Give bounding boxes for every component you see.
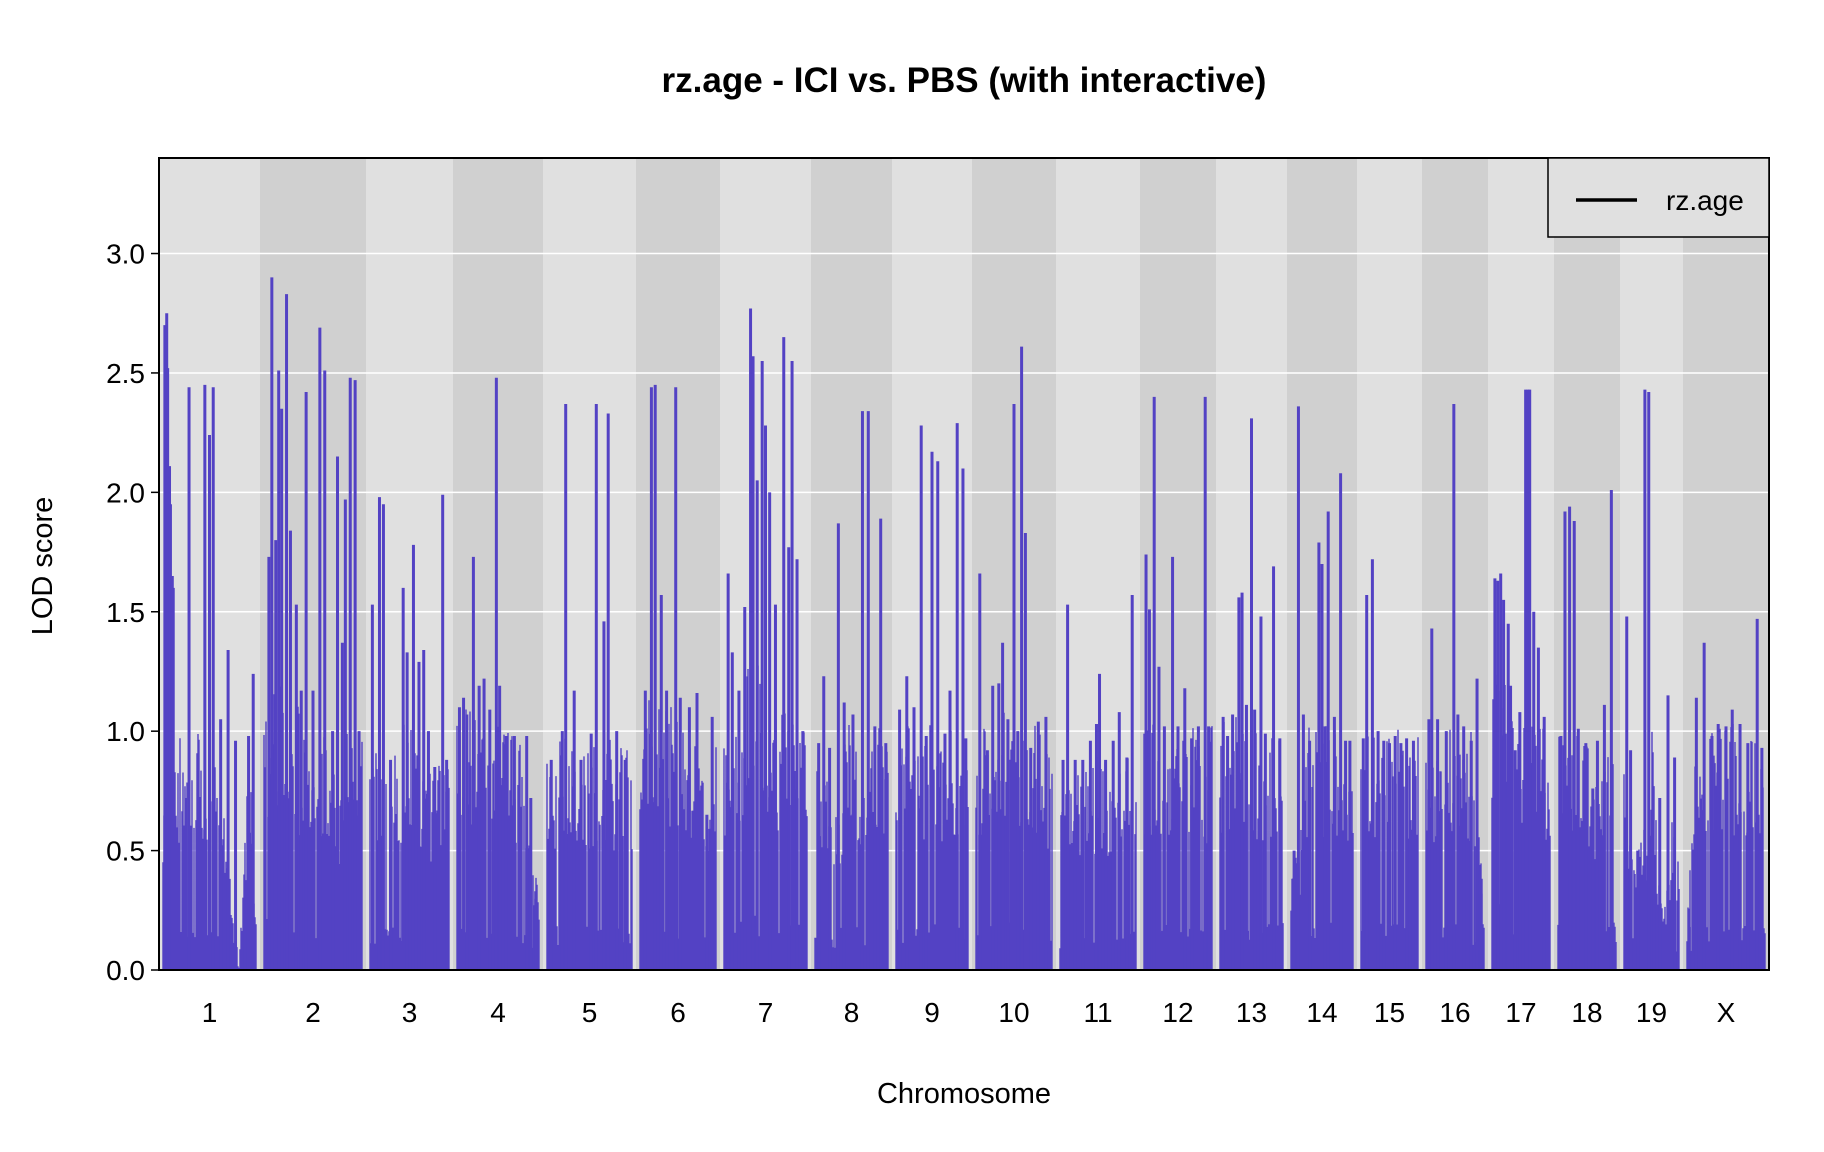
x-tick-label: 11: [1083, 997, 1112, 1028]
x-tick-label: 17: [1505, 997, 1536, 1028]
x-axis: 1 2 3 4 5 6 7 8 9 10 11 12 13 14 15 16 17 18 19 X: [202, 997, 1736, 1028]
x-tick-label: 10: [998, 997, 1029, 1028]
x-tick-label: 4: [490, 997, 506, 1028]
x-tick-label: 6: [670, 997, 686, 1028]
y-tick-label: 2.0: [106, 477, 145, 508]
x-tick-label: 9: [924, 997, 940, 1028]
x-tick-label: 18: [1571, 997, 1602, 1028]
x-tick-label: 16: [1439, 997, 1470, 1028]
legend: rz.age: [1547, 157, 1770, 238]
x-tick-label: X: [1717, 997, 1736, 1028]
x-axis-title: Chromosome: [877, 1078, 1051, 1110]
lod-series: [162, 277, 1766, 970]
y-tick-label: 3.0: [106, 239, 145, 270]
y-axis-title: LOD score: [27, 497, 59, 636]
x-tick-label: 7: [758, 997, 774, 1028]
y-tick-label: 1.5: [106, 597, 145, 628]
x-tick-label: 15: [1374, 997, 1405, 1028]
x-tick-label: 5: [582, 997, 598, 1028]
legend-box: [1547, 157, 1770, 238]
x-tick-label: 13: [1236, 997, 1267, 1028]
y-tick-label: 2.5: [106, 358, 145, 389]
plot-frame: [158, 157, 1770, 971]
y-tick-label: 1.0: [106, 716, 145, 747]
y-tick-label: 0.5: [106, 836, 145, 867]
x-tick-label: 2: [305, 997, 321, 1028]
y-tick-label: 0.0: [106, 955, 145, 986]
x-tick-label: 3: [402, 997, 418, 1028]
x-tick-label: 12: [1162, 997, 1193, 1028]
x-tick-label: 8: [844, 997, 860, 1028]
legend-label: rz.age: [1666, 185, 1744, 216]
x-tick-label: 19: [1636, 997, 1667, 1028]
y-axis: 0.0 0.5 1.0 1.5 2.0 2.5 3.0: [106, 239, 159, 986]
chart-title: rz.age - ICI vs. PBS (with interactive): [662, 61, 1267, 100]
x-tick-label: 1: [202, 997, 218, 1028]
x-tick-label: 14: [1306, 997, 1337, 1028]
